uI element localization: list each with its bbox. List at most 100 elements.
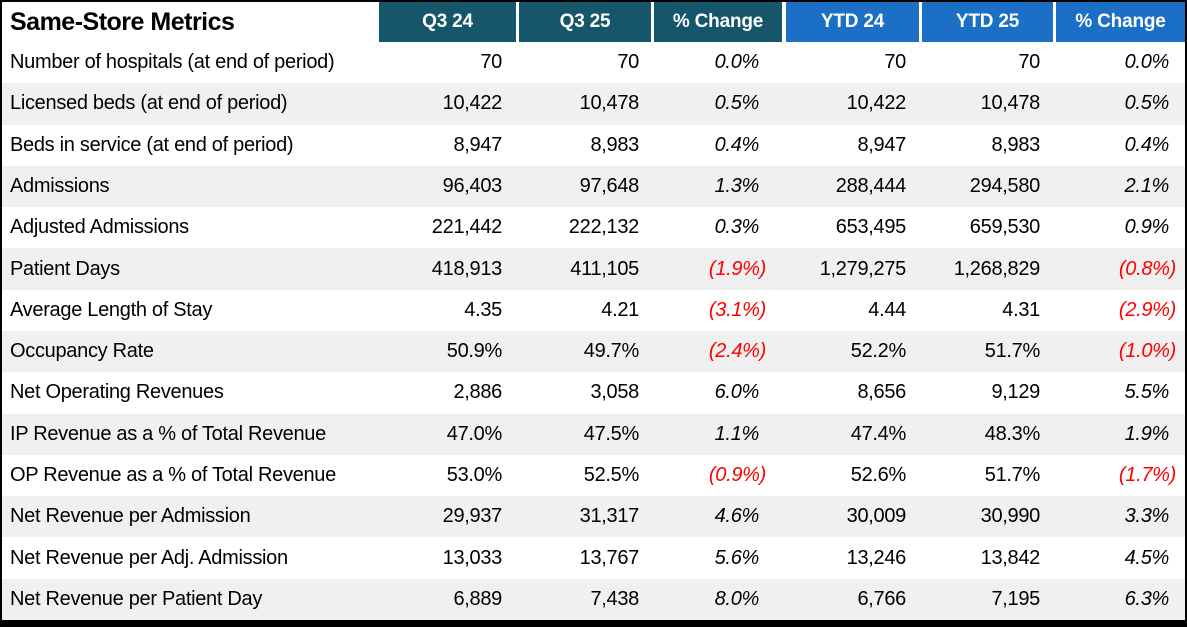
cell-value: 2,886 — [453, 381, 502, 404]
cell-value: 8,947 — [857, 133, 906, 156]
cell-value: 6,889 — [453, 587, 502, 610]
table-row: Average Length of Stay 4.35 4.21 (3.1%) 4.44… — [2, 289, 1185, 331]
cell-value: 70 — [1018, 51, 1040, 74]
cell-value: 96,403 — [442, 174, 503, 197]
cell-value: 653,495 — [835, 216, 907, 239]
column-header-ytd-24: YTD 24 — [782, 2, 919, 42]
column-header-q3-24: Q3 24 — [379, 2, 516, 42]
cell-value: 1.3% — [714, 174, 760, 197]
cell-value: 29,937 — [442, 505, 503, 528]
row-label: Net Revenue per Adj. Admission — [10, 546, 288, 569]
cell-value: 7,438 — [590, 587, 639, 610]
cell-value: (1.9%) — [708, 257, 766, 280]
row-label: Net Operating Revenues — [10, 381, 224, 404]
cell-value: 659,530 — [969, 216, 1041, 239]
cell-value: 288,444 — [835, 174, 907, 197]
column-header-q3-25: Q3 25 — [516, 2, 651, 42]
cell-value: 1,279,275 — [819, 257, 907, 280]
row-label: Occupancy Rate — [10, 340, 154, 363]
table-row: Licensed beds (at end of period) 10,422 10… — [2, 83, 1185, 125]
cell-value: 13,842 — [980, 546, 1041, 569]
cell-value: 4.5% — [1124, 546, 1170, 569]
cell-value: (0.8%) — [1118, 257, 1176, 280]
cell-value: 70 — [617, 51, 639, 74]
cell-value: 4.44 — [868, 298, 906, 321]
table-row: Net Revenue per Admission 29,937 31,317 4.6… — [2, 496, 1185, 538]
table-header-row: Same-Store Metrics Q3 24 Q3 25 % Change … — [2, 2, 1185, 42]
cell-value: 10,478 — [980, 92, 1041, 115]
table-body: Number of hospitals (at end of period) 70… — [2, 42, 1185, 620]
cell-value: 0.0% — [714, 51, 760, 74]
row-label: Average Length of Stay — [10, 298, 213, 321]
cell-value: 0.5% — [714, 92, 760, 115]
cell-value: 13,246 — [846, 546, 907, 569]
cell-value: 4.31 — [1002, 298, 1040, 321]
cell-value: 0.3% — [714, 216, 760, 239]
cell-value: 294,580 — [969, 174, 1041, 197]
cell-value: 2.1% — [1124, 174, 1170, 197]
row-label: Patient Days — [10, 257, 120, 280]
cell-value: (1.7%) — [1118, 463, 1176, 486]
page-title: Same-Store Metrics — [2, 2, 379, 42]
cell-value: 0.0% — [1124, 51, 1170, 74]
row-label: IP Revenue as a % of Total Revenue — [10, 422, 326, 445]
cell-value: 1.9% — [1124, 422, 1170, 445]
cell-value: 8,983 — [590, 133, 639, 156]
cell-value: 47.0% — [446, 422, 503, 445]
cell-value: (2.9%) — [1118, 298, 1176, 321]
cell-value: 418,913 — [431, 257, 503, 280]
row-label: Beds in service (at end of period) — [10, 133, 294, 156]
cell-value: 6.0% — [714, 381, 760, 404]
cell-value: 30,009 — [846, 505, 907, 528]
cell-value: 0.4% — [1124, 133, 1170, 156]
table-row: Patient Days 418,913 411,105 (1.9%) 1,279,27… — [2, 248, 1185, 290]
cell-value: 97,648 — [579, 174, 640, 197]
cell-value: 47.5% — [583, 422, 640, 445]
column-header-pct-change-quarter: % Change — [651, 2, 782, 42]
cell-value: 47.4% — [850, 422, 907, 445]
cell-value: 52.2% — [850, 340, 907, 363]
table-row: IP Revenue as a % of Total Revenue 47.0% 4… — [2, 413, 1185, 455]
cell-value: 8,983 — [991, 133, 1040, 156]
cell-value: 31,317 — [579, 505, 640, 528]
cell-value: 51.7% — [984, 340, 1041, 363]
cell-value: 3.3% — [1124, 505, 1170, 528]
cell-value: 3,058 — [590, 381, 639, 404]
row-label: Net Revenue per Admission — [10, 505, 251, 528]
row-label: Licensed beds (at end of period) — [10, 92, 288, 115]
cell-value: 30,990 — [980, 505, 1041, 528]
column-header-ytd-25: YTD 25 — [919, 2, 1053, 42]
cell-value: 8,656 — [857, 381, 906, 404]
cell-value: 222,132 — [568, 216, 640, 239]
cell-value: 5.6% — [714, 546, 760, 569]
cell-value: 4.6% — [714, 505, 760, 528]
table-row: Net Revenue per Patient Day 6,889 7,438 8.0… — [2, 578, 1185, 620]
cell-value: 1,268,829 — [953, 257, 1041, 280]
cell-value: 4.21 — [601, 298, 639, 321]
cell-value: 52.6% — [850, 463, 907, 486]
row-label: Number of hospitals (at end of period) — [10, 51, 335, 74]
table-row: Net Revenue per Adj. Admission 13,033 13,7… — [2, 537, 1185, 579]
table-row: Number of hospitals (at end of period) 70… — [2, 42, 1185, 84]
cell-value: 70 — [884, 51, 906, 74]
cell-value: 48.3% — [984, 422, 1041, 445]
cell-value: 6.3% — [1124, 587, 1170, 610]
cell-value: 50.9% — [446, 340, 503, 363]
table-row: Net Operating Revenues 2,886 3,058 6.0% 8,65… — [2, 372, 1185, 414]
cell-value: (0.9%) — [708, 463, 766, 486]
table-row: Beds in service (at end of period) 8,947 8… — [2, 124, 1185, 166]
cell-value: 49.7% — [583, 340, 640, 363]
cell-value: 5.5% — [1124, 381, 1170, 404]
cell-value: 9,129 — [991, 381, 1040, 404]
cell-value: 52.5% — [583, 463, 640, 486]
cell-value: 221,442 — [431, 216, 503, 239]
cell-value: (1.0%) — [1118, 340, 1176, 363]
cell-value: 8.0% — [714, 587, 760, 610]
row-label: Admissions — [10, 174, 110, 197]
cell-value: (2.4%) — [708, 340, 766, 363]
row-label: Net Revenue per Patient Day — [10, 587, 263, 610]
cell-value: 6,766 — [857, 587, 906, 610]
cell-value: 411,105 — [570, 257, 639, 280]
table-row: Adjusted Admissions 221,442 222,132 0.3% 653… — [2, 207, 1185, 249]
